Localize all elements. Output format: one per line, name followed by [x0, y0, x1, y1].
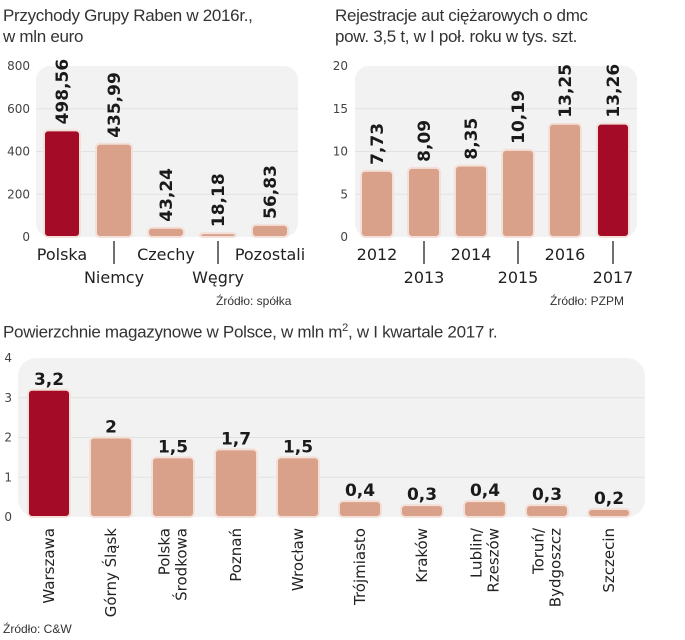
value-label: 0,3 — [532, 485, 562, 505]
category-label: 2014 — [451, 245, 492, 264]
bar-górny-śląsk — [89, 436, 133, 518]
y-tick-label: 0 — [340, 230, 348, 244]
value-label: 3,2 — [34, 370, 64, 390]
bar-2015 — [501, 148, 535, 238]
value-label: 1,7 — [221, 429, 251, 449]
value-label: 7,73 — [368, 123, 388, 165]
bar-2017 — [596, 122, 630, 238]
bar-warszawa — [27, 388, 71, 518]
value-label: 13,26 — [604, 64, 624, 118]
category-label: Bydgoszcz — [547, 528, 565, 607]
y-tick-label: 800 — [7, 59, 30, 73]
y-tick-label: 400 — [7, 145, 30, 159]
category-label: Środkowa — [172, 528, 191, 601]
category-label: Rzeszów — [485, 528, 503, 593]
bar-czechy — [147, 226, 185, 238]
category-label: 2015 — [498, 268, 539, 287]
value-label: 10,19 — [509, 90, 529, 144]
bar-wrocław — [276, 456, 320, 518]
bar-szczecin — [587, 508, 631, 518]
bar-trójmiasto — [338, 500, 382, 519]
category-label: Wrocław — [289, 528, 307, 591]
bar-2014 — [454, 164, 488, 238]
bar-polska-środkowa — [151, 456, 195, 518]
chart3-title-superscript: 2 — [342, 322, 348, 334]
category-label: Niemcy — [84, 268, 144, 287]
y-tick-label: 15 — [333, 102, 348, 116]
y-tick-label: 600 — [7, 102, 30, 116]
chart3-source: Źródło: C&W — [3, 622, 72, 636]
value-label: 43,24 — [157, 168, 177, 222]
value-label: 0,4 — [470, 481, 500, 501]
bar-2013 — [407, 166, 441, 239]
y-tick-label: 4 — [4, 351, 12, 365]
y-tick-label: 1 — [4, 470, 12, 484]
category-label: Lublin/ — [468, 527, 486, 578]
chart1-title-line2: w mln euro — [3, 27, 84, 46]
y-tick-label: 20 — [333, 59, 348, 73]
chart3-title-main: Powierzchnie magazynowe w Polsce, w mln … — [3, 322, 343, 342]
category-label: Szczecin — [600, 528, 618, 593]
category-label: Warszawa — [40, 528, 58, 604]
bar-2016 — [548, 122, 582, 238]
y-tick-label: 3 — [4, 391, 12, 405]
category-label: Czechy — [137, 245, 195, 264]
value-label: 18,18 — [209, 173, 229, 227]
category-label: Górny Śląsk — [101, 528, 120, 618]
chart1-title-line1: Przychody Grupy Raben w 2016r., — [3, 6, 253, 25]
y-tick-label: 5 — [340, 187, 348, 201]
category-label: Polska — [37, 245, 87, 264]
category-label: Kraków — [413, 528, 431, 583]
bar-niemcy — [95, 142, 133, 239]
chart3-title: Powierzchnie magazynowe w Polsce, w mln … — [3, 318, 498, 343]
y-tick-label: 0 — [22, 230, 30, 244]
y-tick-label: 10 — [333, 145, 348, 159]
category-label: Trójmiasto — [351, 528, 369, 606]
bar-toruń-bydgoszcz — [525, 504, 569, 519]
bar-węgry — [199, 232, 237, 239]
value-label: 8,09 — [415, 120, 435, 162]
category-label: 2016 — [545, 245, 586, 264]
y-tick-label: 0 — [4, 510, 12, 524]
category-label: Polska — [156, 528, 174, 575]
chart1-source: Źródło: spółka — [216, 294, 292, 308]
value-label: 56,83 — [261, 165, 281, 219]
category-label: Toruń/ — [530, 527, 548, 575]
bar-poznań — [214, 448, 258, 518]
y-tick-label: 200 — [7, 187, 30, 201]
y-tick-label: 2 — [4, 431, 12, 445]
category-label: Węgry — [192, 268, 244, 287]
value-label: 435,99 — [105, 72, 125, 138]
bar-2012 — [360, 169, 394, 238]
value-label: 8,35 — [462, 118, 482, 160]
value-label: 0,2 — [594, 489, 624, 509]
value-label: 13,25 — [556, 64, 576, 118]
bar-pozostali — [251, 223, 289, 238]
chart3-title-tail: , w I kwartale 2017 r. — [348, 322, 498, 342]
chart2-title: Rejestracje aut ciężarowych o dmc pow. 3… — [335, 5, 588, 47]
value-label: 1,5 — [158, 437, 188, 457]
category-label: 2017 — [593, 268, 634, 287]
chart1: 0 200 400 600 800 498,56 Polska 435,99 Niemcy 43,… — [7, 59, 305, 287]
category-label: Poznań — [227, 528, 245, 582]
chart1-title: Przychody Grupy Raben w 2016r., w mln eu… — [3, 5, 253, 47]
value-label: 1,5 — [283, 437, 313, 457]
chart3: 0 1 2 3 4 3,2 Warszawa 2 Górny Śląsk 1,5 Polska Śro… — [4, 351, 645, 617]
bar-kraków — [400, 504, 444, 519]
chart2-source: Źródło: PZPM — [550, 294, 625, 308]
chart2-title-line2: pow. 3,5 t, w I poł. roku w tys. szt. — [335, 27, 578, 46]
bar-lublin-rzeszów — [463, 500, 507, 519]
chart2-title-line1: Rejestracje aut ciężarowych o dmc — [335, 6, 588, 25]
category-label: 2012 — [357, 245, 398, 264]
value-label: 2 — [105, 418, 117, 438]
value-label: 0,3 — [407, 485, 437, 505]
value-label: 0,4 — [345, 481, 375, 501]
value-label: 498,56 — [53, 59, 73, 125]
category-label: 2013 — [404, 268, 445, 287]
chart2: 0 5 10 15 20 7,73 2012 8,09 2013 8,35 2014 10,19 201… — [333, 59, 637, 287]
category-label: Pozostali — [235, 245, 305, 264]
bar-polska — [43, 129, 81, 238]
